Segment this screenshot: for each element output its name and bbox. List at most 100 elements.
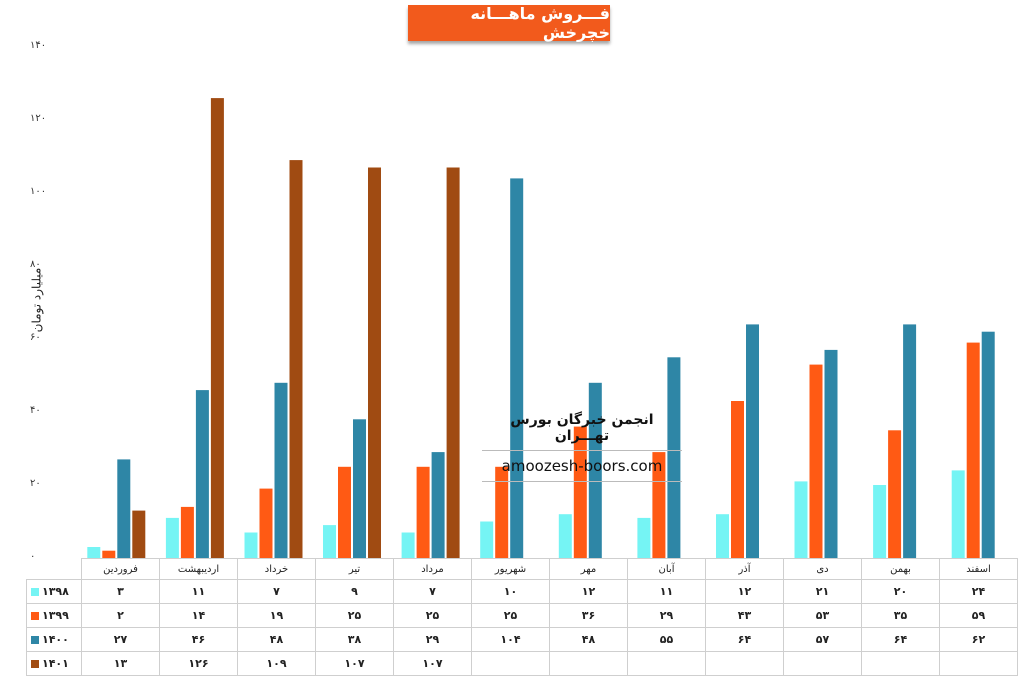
legend-entry: ۱۳۹۹ (26, 603, 82, 628)
bar (446, 167, 460, 558)
data-label: ۴۸ (237, 627, 316, 652)
data-label: ۱۰۴ (471, 627, 550, 652)
bar (180, 506, 194, 558)
bar (588, 382, 602, 558)
data-label: ۵۹ (939, 603, 1018, 628)
y-tick-label: ۱۲۰ (30, 113, 47, 124)
data-label: ۳۸ (315, 627, 394, 652)
data-label: ۱۴ (159, 603, 238, 628)
bar (637, 517, 651, 558)
bar (132, 510, 146, 558)
legend-entry: ۱۴۰۱ (26, 651, 82, 676)
data-label: ۳۶ (549, 603, 628, 628)
data-label: ۷ (393, 579, 472, 604)
bar (824, 349, 838, 558)
data-label: ۱۱ (159, 579, 238, 604)
data-label (939, 651, 1018, 676)
bar (102, 550, 116, 558)
legend-swatch (31, 612, 39, 620)
chart-title-box: فـــروش ماهـــانه خچرخش (408, 4, 610, 42)
bar (274, 382, 288, 558)
bar (165, 517, 179, 558)
bar (652, 452, 666, 558)
data-label (861, 651, 940, 676)
bar (558, 514, 572, 558)
data-label: ۱۲ (705, 579, 784, 604)
legend-label: ۱۳۹۹ (42, 609, 69, 622)
x-tick-label: مهر (549, 558, 628, 580)
legend-label: ۱۴۰۱ (42, 657, 69, 670)
x-tick-label: آبان (627, 558, 706, 580)
series-row: ۱۳۹۹ ۲ ۱۴ ۱۹ ۲۵ ۲۵ ۲۵ ۳۶ ۲۹ ۴۳ ۵۳ ۳۵ ۵۹ (26, 603, 1018, 628)
data-label: ۴۶ (159, 627, 238, 652)
bar (401, 532, 415, 558)
bar (323, 525, 336, 558)
data-label: ۳ (81, 579, 160, 604)
series-row: ۱۴۰۰ ۲۷ ۴۶ ۴۸ ۳۸ ۲۹ ۱۰۴ ۴۸ ۵۵ ۶۴ ۵۷ ۶۴ ۶۲ (26, 627, 1018, 652)
bar (966, 342, 980, 558)
watermark-divider (482, 450, 682, 451)
data-label: ۲۹ (627, 603, 706, 628)
data-label: ۱۱ (627, 579, 706, 604)
data-label: ۵۷ (783, 627, 862, 652)
x-tick-label: اسفند (939, 558, 1018, 580)
y-tick-label: ۸۰ (30, 259, 41, 270)
data-label: ۲۰ (861, 579, 940, 604)
bar (951, 470, 965, 558)
legend-swatch (31, 588, 39, 596)
y-tick-label: ۱۰۰ (30, 186, 47, 197)
bar (210, 98, 224, 558)
data-label: ۲۵ (315, 603, 394, 628)
data-table: فروردین اردیبهشت خرداد تیر مرداد شهریور مهر آبا… (26, 558, 1018, 676)
data-label: ۱۲ (549, 579, 628, 604)
x-tick-label: اردیبهشت (159, 558, 238, 580)
y-tick-label: ۴۰ (30, 405, 41, 416)
bar-plot (87, 98, 995, 559)
bar (87, 547, 101, 558)
y-tick-label: ۲۰ (30, 478, 41, 489)
bar (809, 364, 823, 558)
bar (416, 466, 430, 559)
bar (353, 419, 366, 558)
data-label: ۱۰۷ (315, 651, 394, 676)
x-tick-label: تیر (315, 558, 394, 580)
data-label (471, 651, 550, 676)
data-label: ۶۴ (705, 627, 784, 652)
x-tick-label: بهمن (861, 558, 940, 580)
series-row: ۱۴۰۱ ۱۳ ۱۲۶ ۱۰۹ ۱۰۷ ۱۰۷ (26, 651, 1018, 676)
bar (716, 514, 729, 558)
bar (903, 324, 917, 558)
data-label: ۲ (81, 603, 160, 628)
bar (794, 481, 808, 558)
legend-label: ۱۴۰۰ (42, 633, 69, 646)
data-label: ۲۹ (393, 627, 472, 652)
bar (480, 521, 494, 558)
legend-label: ۱۳۹۸ (42, 585, 69, 598)
x-tick-label: آذر (705, 558, 784, 580)
legend-swatch (31, 636, 39, 644)
data-label: ۱۹ (237, 603, 316, 628)
bar (888, 430, 902, 559)
table-corner (27, 559, 82, 580)
y-tick-label: ۱۴۰ (30, 40, 47, 51)
bar (244, 532, 258, 558)
data-label: ۱۰۹ (237, 651, 316, 676)
legend-entry: ۱۴۰۰ (26, 627, 82, 652)
bar (195, 390, 209, 558)
data-label: ۳۵ (861, 603, 940, 628)
data-label: ۲۱ (783, 579, 862, 604)
data-label: ۴۳ (705, 603, 784, 628)
data-label: ۷ (237, 579, 316, 604)
y-tick-label: ۶۰ (30, 332, 41, 343)
bar (573, 426, 587, 558)
watermark-url: amoozesh-boors.com (501, 457, 663, 475)
data-label: ۵۳ (783, 603, 862, 628)
data-label: ۶۲ (939, 627, 1018, 652)
data-label: ۱۰۷ (393, 651, 472, 676)
x-tick-label: فروردین (81, 558, 160, 580)
watermark-divider (482, 481, 682, 482)
bar (510, 178, 524, 558)
bar (731, 401, 744, 558)
data-label (705, 651, 784, 676)
bar (259, 488, 273, 558)
